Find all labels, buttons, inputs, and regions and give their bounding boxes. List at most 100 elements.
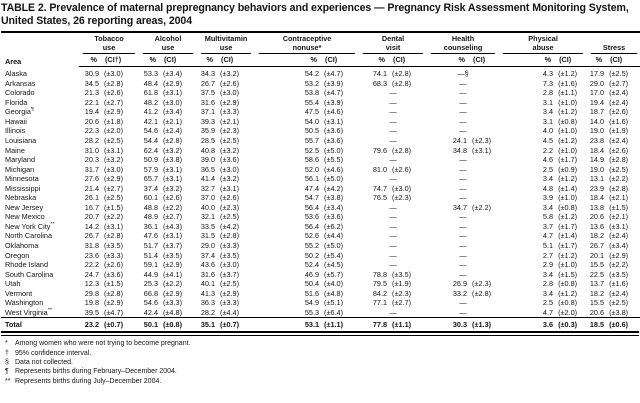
ci-cell: (±5.1) bbox=[324, 298, 344, 308]
area-cell: Alaska bbox=[5, 69, 27, 79]
ci-cell: (±4.2) bbox=[324, 183, 344, 193]
ci-cell: (±2.3) bbox=[392, 288, 412, 298]
percent-cell: 2.5 bbox=[542, 298, 554, 308]
percent-cell: 3.1 bbox=[542, 97, 554, 107]
percent-cell: 3.4 bbox=[542, 107, 554, 117]
table-row: Washington 19.8 (±2.9) 54.6 (±3.3) 36.3 (±3.3)… bbox=[1, 298, 640, 308]
ci-cell: (±4.2) bbox=[220, 221, 240, 231]
ci-cell: (±6.2) bbox=[324, 221, 344, 231]
percent-cell: 42.1 bbox=[143, 116, 158, 126]
percent-cell: 23.6 bbox=[84, 250, 99, 260]
ci-cell: (±2.4) bbox=[609, 136, 629, 146]
ci-cell: (±2.6) bbox=[609, 107, 629, 117]
percent-cell: 25.3 bbox=[143, 279, 158, 289]
ci-cell: (±3.5) bbox=[104, 241, 124, 251]
ci-cell: (±3.1) bbox=[609, 221, 629, 231]
area-cell: Louisiana bbox=[5, 136, 37, 146]
no-data-cell: — bbox=[459, 269, 467, 279]
percent-cell: 78.8 bbox=[372, 269, 388, 279]
percent-cell: 3.9 bbox=[542, 193, 554, 203]
table-body: Alaska 30.9 (±3.0) 53.3 (±3.4) 34.3 (±3.2) 54.2… bbox=[1, 67, 640, 332]
percent-cell: 34.8 bbox=[452, 145, 468, 155]
ci-cell: (±3.0) bbox=[104, 164, 124, 174]
group-header-label: Alcohol use bbox=[143, 34, 194, 55]
ci-cell: (±2.7) bbox=[163, 212, 183, 222]
group-header: Alcohol use bbox=[139, 30, 198, 55]
ci-cell: (±4.4) bbox=[220, 307, 240, 317]
ci-cell: (±2.2) bbox=[163, 279, 183, 289]
ci-cell: (±2.0) bbox=[558, 307, 578, 317]
ci-cell: (±1.1) bbox=[558, 88, 578, 98]
percent-cell: 48.2 bbox=[143, 97, 158, 107]
percent-cell: 13.6 bbox=[589, 221, 605, 231]
percent-cell: 65.7 bbox=[143, 174, 158, 184]
footnote: § Data not collected. bbox=[5, 359, 73, 367]
area-cell: Washington bbox=[5, 298, 44, 308]
ci-cell: (±3.6) bbox=[220, 155, 240, 165]
percent-cell: 4.5 bbox=[542, 136, 554, 146]
table-header: Area Tobacco use Alcohol use Multivitamin use… bbox=[1, 30, 640, 68]
no-data-cell: — bbox=[459, 298, 467, 308]
area-cell: Arkansas bbox=[5, 78, 36, 88]
ci-cell: (±2.9) bbox=[163, 260, 183, 270]
no-data-cell: — bbox=[459, 126, 467, 136]
ci-header: (CI†) bbox=[101, 54, 139, 68]
group-header-line1: Tobacco bbox=[94, 34, 124, 43]
footnote-symbol: ¶ bbox=[5, 368, 9, 376]
ci-cell: (±2.4) bbox=[609, 97, 629, 107]
ci-cell: (±0.8) bbox=[558, 298, 578, 308]
group-header-line2: use bbox=[161, 42, 175, 52]
percent-cell: 4.3 bbox=[542, 69, 554, 79]
ci-cell: (±2.9) bbox=[220, 288, 240, 298]
percent-cell: 61.8 bbox=[143, 88, 158, 98]
ci-cell: (±0.8) bbox=[558, 116, 578, 126]
ci-cell: (±3.9) bbox=[324, 78, 344, 88]
ci-cell: (±2.1) bbox=[163, 116, 183, 126]
footnote-marker: ** bbox=[50, 221, 55, 228]
ci-cell: (±2.5) bbox=[220, 136, 240, 146]
percent-cell: 53.3 bbox=[143, 69, 158, 79]
ci-cell: (±2.9) bbox=[220, 97, 240, 107]
ci-cell: (±2.3) bbox=[472, 136, 492, 146]
group-header: Dental visit bbox=[359, 30, 428, 55]
percent-cell: 4.7 bbox=[542, 231, 554, 241]
percent-cell: 54.6 bbox=[143, 126, 158, 136]
ci-cell: (±4.1) bbox=[163, 269, 183, 279]
percent-cell: 19.0 bbox=[589, 126, 605, 136]
percent-cell: 26.7 bbox=[200, 78, 216, 88]
ci-cell: (±1.2) bbox=[558, 174, 578, 184]
percent-cell: 19.4 bbox=[84, 107, 99, 117]
ci-cell: (±3.3) bbox=[220, 107, 240, 117]
percent-cell: 3.4 bbox=[542, 288, 554, 298]
percent-cell: 31.8 bbox=[84, 241, 99, 251]
no-data-cell: — bbox=[459, 88, 467, 98]
ci-cell: (±4.8) bbox=[324, 288, 344, 298]
ci-cell: (±3.0) bbox=[220, 260, 240, 270]
ci-cell: (±2.4) bbox=[609, 88, 629, 98]
ci-cell: (±2.5) bbox=[104, 136, 124, 146]
group-header: Tobacco use bbox=[79, 30, 139, 55]
area-cell: Rhode Island bbox=[5, 260, 49, 270]
percent-cell: 28.2 bbox=[84, 136, 99, 146]
ci-cell: (±2.8) bbox=[609, 155, 629, 165]
ci-cell: (±2.6) bbox=[104, 88, 124, 98]
percent-cell: 44.9 bbox=[143, 269, 158, 279]
percent-cell: 2.7 bbox=[542, 250, 554, 260]
ci-cell: (±2.2) bbox=[472, 202, 492, 212]
percent-cell: 34.7 bbox=[452, 202, 468, 212]
ci-cell: (±1.0) bbox=[558, 145, 578, 155]
area-cell: Georgia¶ bbox=[5, 107, 34, 117]
ci-cell: (±1.5) bbox=[104, 202, 124, 212]
ci-header: (CI) bbox=[555, 54, 588, 68]
ci-cell: (±3.1) bbox=[163, 88, 183, 98]
no-data-cell: — bbox=[389, 88, 397, 98]
ci-cell: (±2.2) bbox=[609, 260, 629, 270]
group-header-line2: nonuse* bbox=[292, 42, 322, 52]
percent-cell: 59.1 bbox=[143, 260, 158, 270]
no-data-cell: — bbox=[459, 97, 467, 107]
percent-cell: 22.3 bbox=[84, 126, 99, 136]
ci-cell: (±3.9) bbox=[324, 97, 344, 107]
no-data-cell: — bbox=[459, 107, 467, 117]
area-cell: New Jersey bbox=[5, 202, 44, 212]
percent-cell: 33.2 bbox=[452, 288, 468, 298]
